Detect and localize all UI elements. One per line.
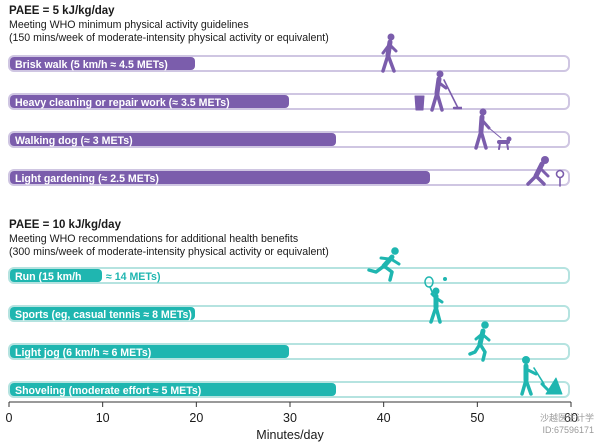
shoveling-person-icon <box>520 356 563 396</box>
jogger-icon <box>468 321 491 362</box>
x-tick-label-60: 60 <box>564 411 578 425</box>
bar-track-shoveling: Shoveling (moderate effort ≈ 5 METs) <box>8 381 570 398</box>
bar-sports <box>10 307 196 320</box>
dog-walker-icon <box>474 108 512 150</box>
group-subtitle-purple-line1: Meeting WHO minimum physical activity gu… <box>9 19 249 31</box>
group-title-purple: PAEE = 5 kJ/kg/day <box>9 5 115 17</box>
bar-run <box>10 269 102 282</box>
tennis-player-icon <box>424 276 447 324</box>
group-subtitle-teal-line2: (300 mins/week of moderate-intensity phy… <box>9 246 329 258</box>
bar-track-walking-dog: Walking dog (≈ 3 METs) <box>8 131 570 148</box>
x-tick-label-50: 50 <box>470 411 484 425</box>
bar-light-gardening <box>10 171 430 184</box>
x-axis-label: Minutes/day <box>256 428 324 442</box>
bar-heavy-cleaning <box>10 95 289 108</box>
bar-label-run: Run (15 km/h <box>15 271 82 283</box>
bar-track-run: Run (15 km/h ≈ 14 METs) <box>8 267 570 284</box>
x-tick-label-20: 20 <box>189 411 203 425</box>
runner-icon <box>367 247 401 282</box>
bar-light-jog <box>10 345 289 358</box>
group-subtitle-teal-line1: Meeting WHO recommendations for addition… <box>9 233 299 245</box>
bar-label-walking-dog: Walking dog (≈ 3 METs) <box>15 135 133 147</box>
bar-brisk-walk <box>10 57 196 70</box>
bar-label-brisk-walk: Brisk walk (5 km/h ≈ 4.5 METs) <box>15 59 168 71</box>
bar-label-sports: Sports (eg, casual tennis ≈ 8 METs) <box>15 309 192 321</box>
group-title-teal: PAEE = 10 kJ/kg/day <box>9 219 121 231</box>
watermark-line2: ID:67596171 <box>542 425 594 435</box>
bar-track-heavy-cleaning: Heavy cleaning or repair work (≈ 3.5 MET… <box>8 93 570 110</box>
x-tick-label-30: 30 <box>283 411 297 425</box>
group-subtitle-purple-line2: (150 mins/week of moderate-intensity phy… <box>9 32 329 44</box>
bar-track-light-jog: Light jog (6 km/h ≈ 6 METs) <box>8 343 570 360</box>
watermark-line1: 沙越医生计学 <box>539 413 594 423</box>
bar-label-run-rest: ≈ 14 METs) <box>106 271 161 283</box>
bar-shoveling <box>10 383 336 396</box>
bar-track-sports: Sports (eg, casual tennis ≈ 8 METs) <box>8 305 570 322</box>
bar-track-brisk-walk: Brisk walk (5 km/h ≈ 4.5 METs) <box>8 55 570 72</box>
bar-label-heavy-cleaning: Heavy cleaning or repair work (≈ 3.5 MET… <box>15 97 230 109</box>
x-tick-label-40: 40 <box>377 411 391 425</box>
bar-label-light-jog: Light jog (6 km/h ≈ 6 METs) <box>15 347 152 359</box>
x-tick-label-0: 0 <box>6 411 13 425</box>
sweeping-person-icon <box>414 70 462 112</box>
bar-track-light-gardening: Light gardening (≈ 2.5 METs) <box>8 169 570 186</box>
x-tick-label-10: 10 <box>96 411 110 425</box>
bar-label-shoveling: Shoveling (moderate effort ≈ 5 METs) <box>15 385 202 397</box>
bar-walking-dog <box>10 133 336 146</box>
walking-person-icon <box>381 33 398 73</box>
bar-label-light-gardening: Light gardening (≈ 2.5 METs) <box>15 173 159 185</box>
x-axis: Minutes/day 0 10 20 30 40 50 60 <box>6 401 578 442</box>
gardening-person-icon <box>526 156 565 187</box>
